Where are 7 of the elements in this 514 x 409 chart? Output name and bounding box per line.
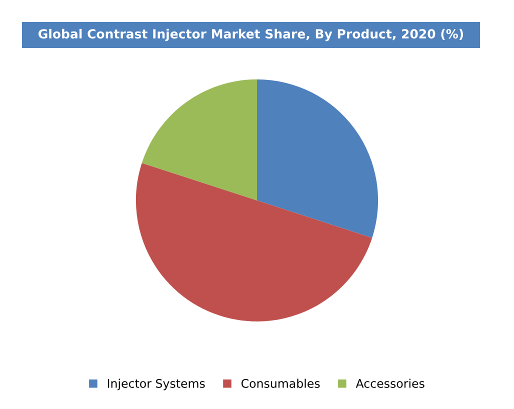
chart-title: Global Contrast Injector Market Share, By Product, 2020 (%): [38, 28, 464, 42]
pie-slice: [257, 79, 378, 238]
legend-label: Accessories: [356, 378, 424, 388]
pie-slice: [142, 79, 257, 200]
legend-label: Injector Systems: [108, 378, 205, 390]
legend-label: Consumables: [241, 378, 320, 388]
pie-slice: [136, 163, 372, 322]
